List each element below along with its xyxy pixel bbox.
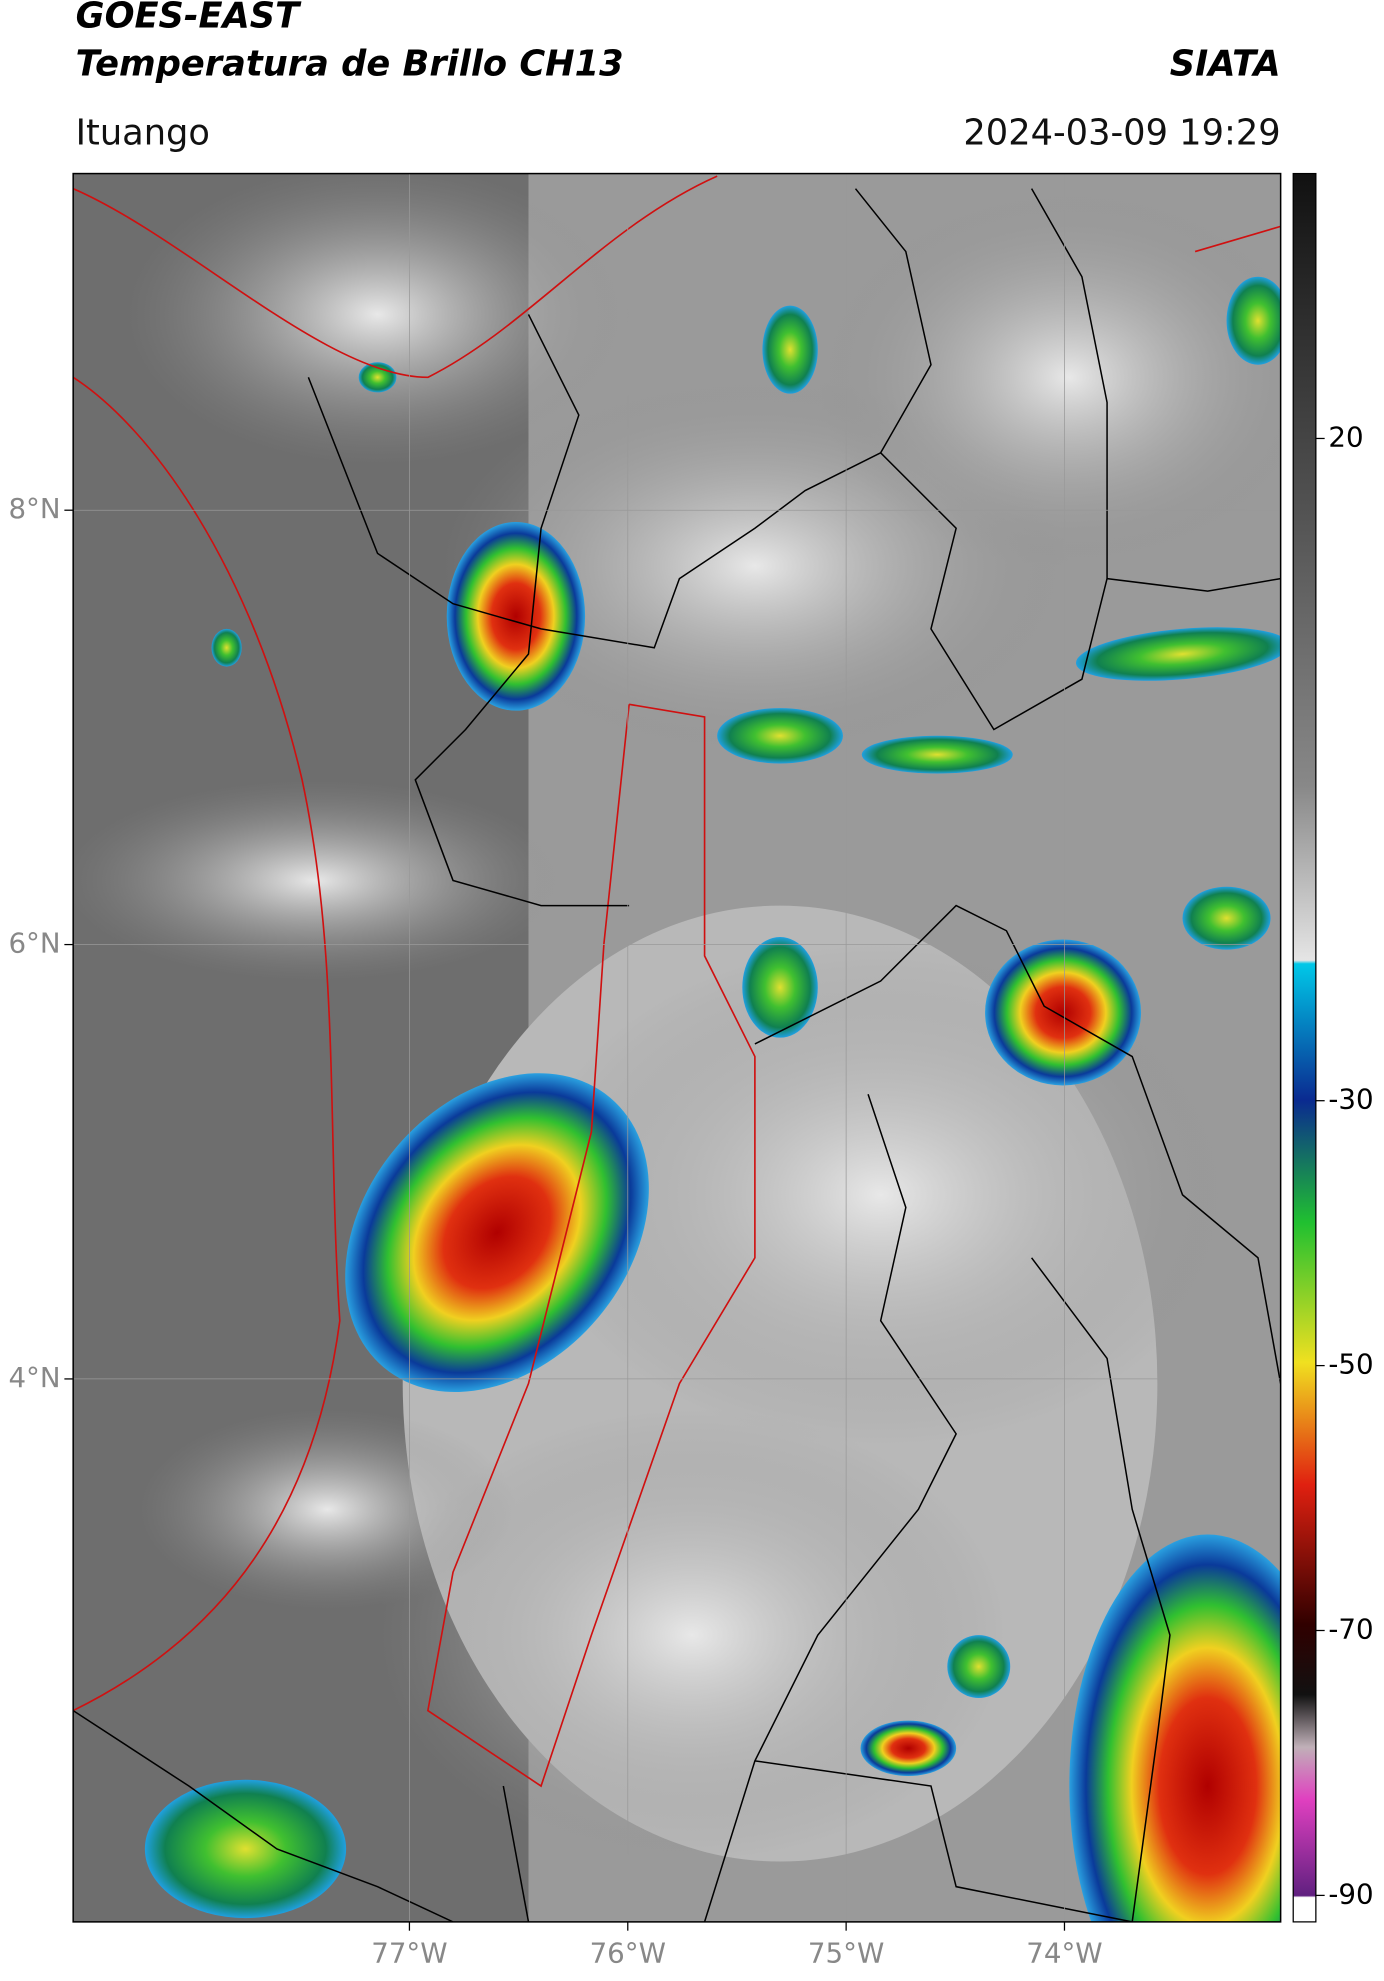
satellite-image [73,173,1281,1922]
location: Ituango [76,113,210,154]
y-tick-label: 8°N [8,492,60,525]
title: GOES-EAST [76,0,302,37]
colorbar-tick-label: -90 [1328,1877,1373,1910]
y-tick-label: 4°N [8,1361,60,1394]
colorbar-tick-label: -30 [1328,1083,1373,1116]
x-tick-label: 75°W [808,1937,884,1970]
subtitle: Temperatura de Brillo CH13 [76,43,624,84]
source: SIATA [1170,43,1281,84]
x-tick-label: 77°W [371,1937,447,1970]
colorbar [1292,172,1317,1923]
datetime: 2024-03-09 19:29 [963,113,1280,154]
colorbar-tick-label: 20 [1328,420,1363,453]
y-tick-label: 6°N [8,927,60,960]
grid [73,173,1281,1922]
x-tick-label: 76°W [590,1937,666,1970]
colorbar-tick-label: -50 [1328,1348,1373,1381]
x-tick-label: 74°W [1026,1937,1102,1970]
colorbar-tick-label: -70 [1328,1612,1373,1645]
map-frame [72,172,1282,1923]
